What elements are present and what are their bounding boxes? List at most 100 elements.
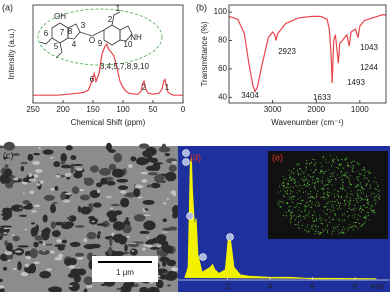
element-dot [349,183,351,185]
element-dot [296,192,298,194]
element-dot [328,191,330,193]
element-dot [317,232,319,234]
element-dot [375,195,377,197]
element-dot [360,197,362,199]
element-dot [336,199,338,201]
element-dot [309,228,311,230]
structure-label: 1 [116,4,121,13]
element-dot [368,180,370,182]
element-dot [299,184,301,186]
pore [165,274,177,281]
element-dot [365,194,367,196]
element-dot [336,174,338,176]
x-axis-label: Wavenumber (cm⁻¹) [271,118,344,127]
element-dot [303,179,305,181]
element-dot [364,198,366,200]
element-dot [316,201,318,203]
pore [165,171,177,182]
element-dot [343,226,345,228]
ridge [157,244,162,248]
element-dot [317,178,319,180]
element-dot [359,183,361,185]
element-dot [366,196,368,198]
element-dot [316,193,318,195]
pore [133,214,146,222]
element-dot [319,232,321,234]
element-dot [328,216,330,218]
element-dot [317,226,319,228]
ridge [42,240,46,243]
element-dot [308,215,310,217]
element-dot [334,178,336,180]
element-dot [282,176,284,178]
ridge [161,231,169,233]
element-dot [359,173,361,175]
element-dot [296,170,298,172]
element-dot [285,215,287,217]
element-dot [282,200,284,202]
element-dot [333,158,335,160]
element-dot [290,217,292,219]
pore [3,169,13,177]
element-dot [372,210,374,212]
element-dot [342,181,344,183]
element-dot [364,171,366,173]
element-dot [338,163,340,165]
element-dot [363,210,365,212]
element-dot [371,209,373,211]
panel-label: (e) [272,152,283,162]
element-dot [368,204,370,206]
element-dot [331,205,333,207]
element-dot [291,215,293,217]
element-dot [328,169,330,171]
bond [39,37,53,45]
element-dot [313,211,315,213]
ridge [20,271,29,277]
pore [145,146,157,156]
element-dot [325,228,327,230]
pore [60,164,73,169]
structure-label: OH [54,12,66,21]
pore [50,221,56,229]
map-dots [277,155,381,235]
ridge [33,174,39,178]
ridge [42,242,46,246]
element-dot [293,182,295,184]
element-dot [313,164,315,166]
x-tick-label: 0 [181,105,186,114]
element-dot [326,184,328,186]
peak-label: 1244 [360,63,378,72]
element-dot [315,217,317,219]
pore [105,142,112,151]
element-dot [289,221,291,223]
element-dot [345,157,347,159]
element-dot [300,173,302,175]
element-dot [297,169,299,171]
element-dot [293,168,295,170]
element-marker [199,253,207,261]
peak-label: 2 [142,83,147,92]
element-dot [312,196,314,198]
element-dot [342,174,344,176]
element-dot [348,205,350,207]
pore [138,143,150,149]
element-dot [352,165,354,167]
x-tick-label: 50 [149,105,158,114]
element-dot [290,214,292,216]
element-dot [287,186,289,188]
element-dot [298,174,300,176]
element-dot [337,190,339,192]
element-dot [338,203,340,205]
pore [42,149,54,155]
pore [51,230,61,238]
element-dot [363,223,365,225]
element-dot [331,218,333,220]
element-dot [288,183,290,185]
element-dot [306,226,308,228]
pore [86,252,94,261]
element-dot [304,209,306,211]
element-dot [356,193,358,195]
element-dot [367,212,369,214]
pore [108,149,116,153]
element-dot [283,179,285,181]
